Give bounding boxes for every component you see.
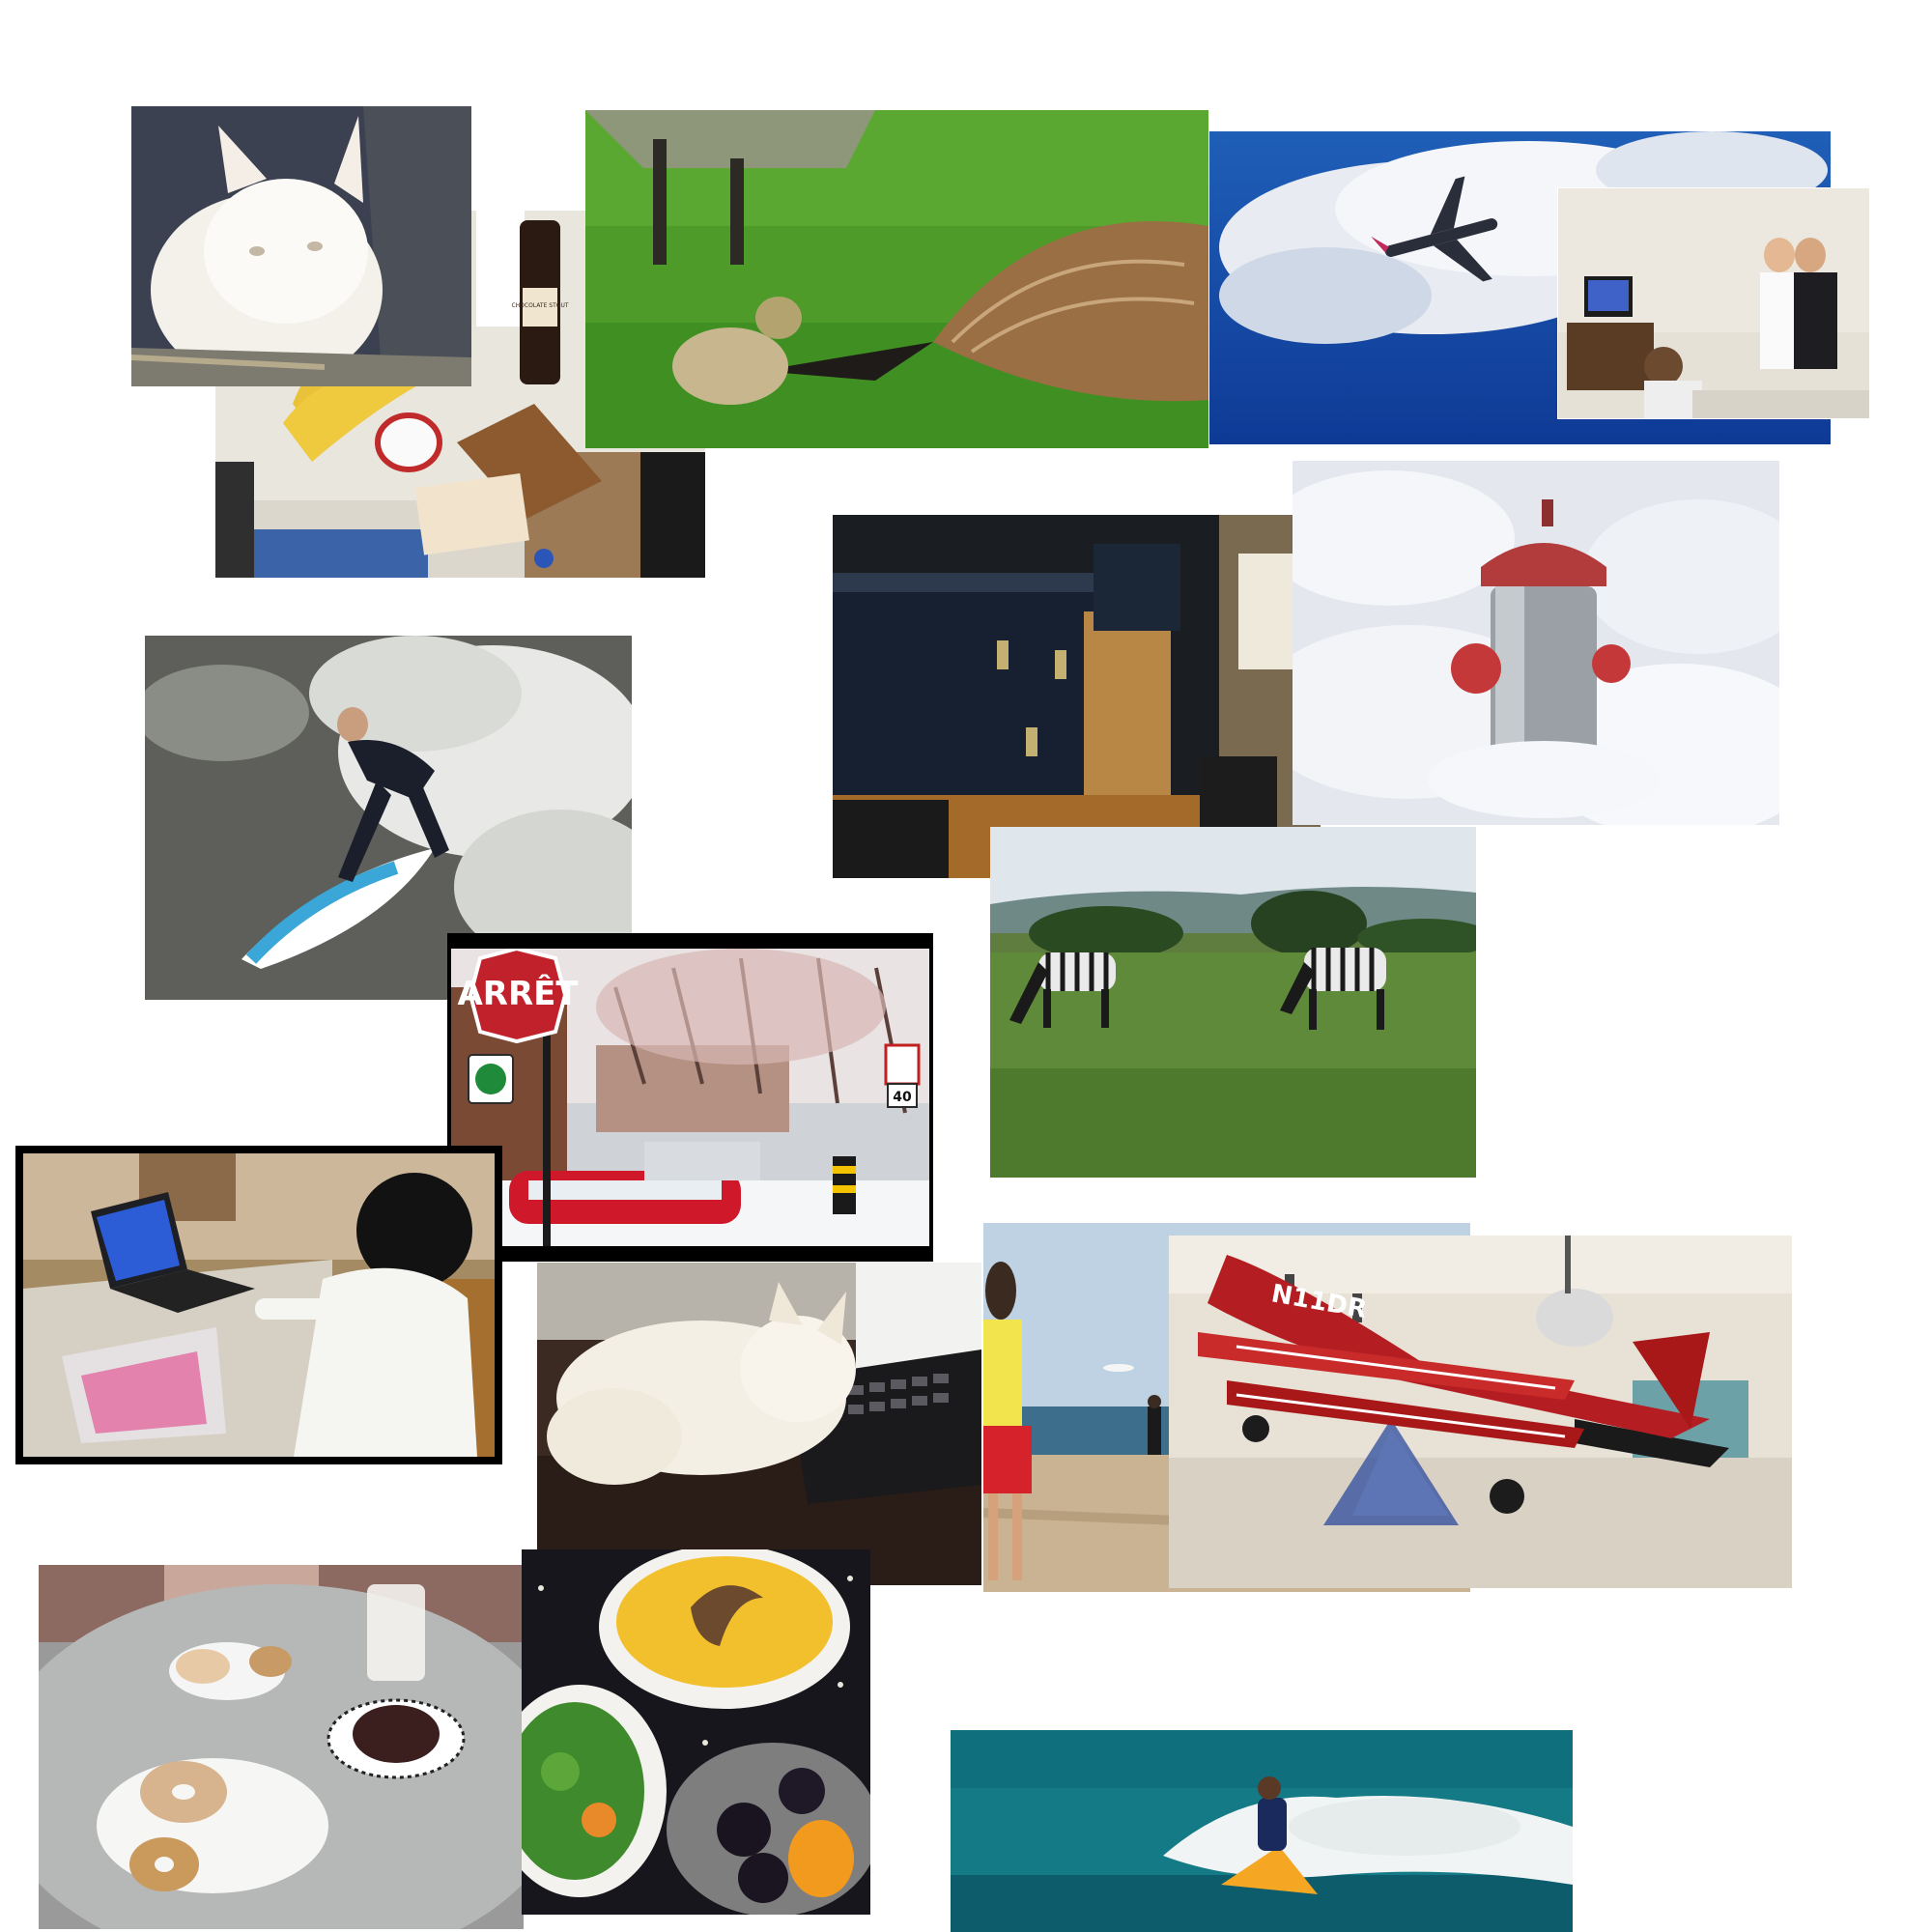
cat-on-keyboard-photo [537,1263,981,1585]
jet-ski-rider-photo [951,1730,1573,1932]
goose-and-gosling-photo [585,110,1208,448]
child-at-laptop-photo [15,1146,502,1464]
surfer-on-wave-photo [145,636,632,1000]
speed-limit-text: 40 [893,1090,912,1105]
people-playing-video-game-photo [1557,187,1870,419]
stout-bottle-label: CHOCOLATE STOUT [511,302,568,309]
cat-in-car-window-photo [131,106,471,386]
donuts-on-table-photo [39,1565,524,1929]
stop-sign-text: ARRÊT [457,974,579,1013]
stop-sign-street-photo: ARRÊT 40 [447,933,933,1262]
fire-hydrant-in-snow-photo [1293,461,1779,825]
soup-and-fruit-bowls-photo [522,1549,870,1915]
red-biplane-display-photo: N11DR [1169,1236,1792,1588]
stacked-suitcases-photo [833,515,1321,878]
zebras-grazing-photo [990,827,1476,1178]
